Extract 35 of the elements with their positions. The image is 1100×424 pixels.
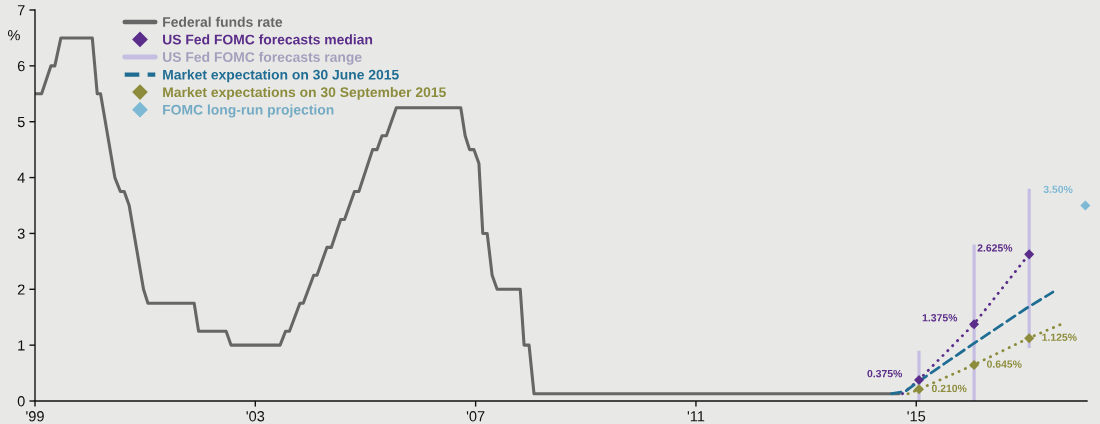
y-tick-label: 6	[17, 60, 25, 72]
y-tick-label: 5	[17, 116, 25, 128]
data-label: 0.645%	[987, 360, 1022, 368]
y-tick-label: 7	[17, 5, 25, 16]
point	[914, 384, 925, 395]
data-label: 2.625%	[977, 244, 1013, 252]
y-tick-label: 2	[17, 284, 25, 295]
legend-label: FOMC long-run projection	[163, 104, 334, 118]
legend-label: Market expectations on 30 September 2015	[163, 86, 446, 100]
x-tick-label: '11	[687, 411, 705, 422]
y-tick-label: 3	[17, 228, 25, 239]
legend-label: US Fed FOMC forecasts median	[163, 34, 373, 45]
data-label: 1.375%	[922, 314, 958, 322]
y-axis-title: %	[8, 30, 20, 41]
point	[1024, 333, 1035, 344]
x-tick-label: '15	[907, 411, 926, 422]
point	[914, 375, 925, 386]
point	[969, 359, 980, 370]
data-label: 0.375%	[867, 369, 903, 378]
data-label: 1.125%	[1042, 333, 1077, 341]
point	[1024, 249, 1035, 260]
x-tick-label: '07	[466, 411, 485, 422]
legend-label: US Fed FOMC forecasts range	[163, 51, 362, 65]
data-label: 3.50%	[1043, 185, 1073, 194]
data-label: 0.210%	[931, 384, 967, 393]
legend-label: Market expectation on 30 June 2015	[163, 69, 399, 83]
x-tick-label: '99	[26, 411, 44, 422]
y-tick-label: 1	[18, 340, 25, 351]
point	[1080, 200, 1091, 211]
x-tick-label: '03	[246, 411, 265, 422]
legend-label: Federal funds rate	[163, 16, 283, 27]
point	[969, 319, 980, 330]
y-tick-label: 0	[17, 396, 25, 407]
y-tick-label: 4	[17, 172, 25, 183]
line-series	[35, 36, 901, 396]
